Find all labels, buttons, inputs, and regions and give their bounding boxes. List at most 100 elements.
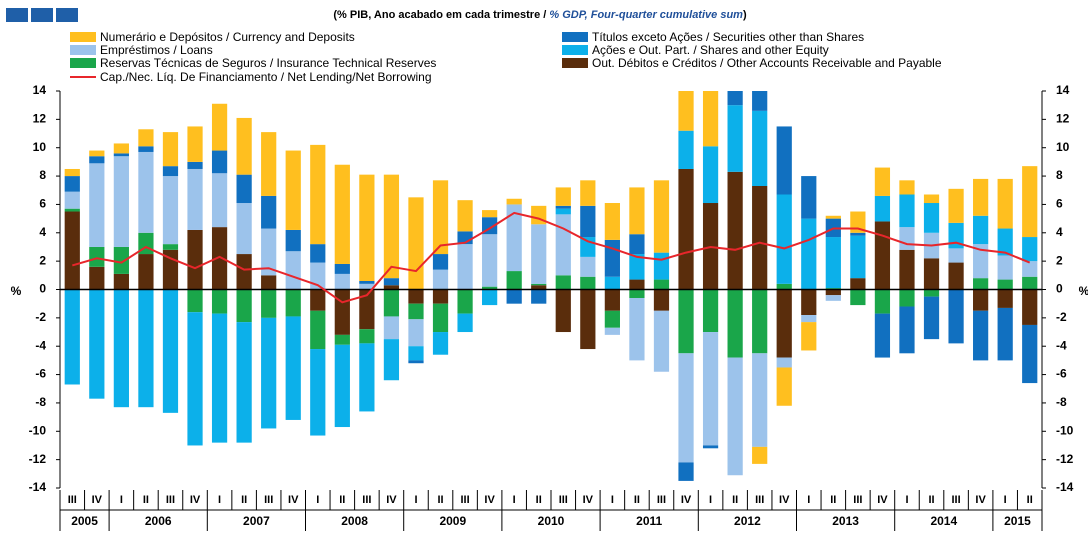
bar-segment xyxy=(580,180,596,206)
bar-segment xyxy=(678,91,694,131)
legend-label: Títulos exceto Ações / Securities other … xyxy=(592,30,864,44)
bar-segment xyxy=(629,279,645,290)
bar-segment xyxy=(211,150,228,174)
year-label: 2010 xyxy=(538,514,565,528)
bar-segment xyxy=(555,275,571,290)
y2-tick-label: -2 xyxy=(1056,310,1067,324)
x-tick-label: IV xyxy=(975,494,986,506)
y-tick-label: 2 xyxy=(39,253,46,267)
legend-swatch xyxy=(562,32,588,42)
year-label: 2011 xyxy=(636,514,662,528)
y-tick-label: -14 xyxy=(29,480,47,494)
bar-segment xyxy=(997,255,1013,280)
bar-segment xyxy=(89,246,105,267)
bar-segment xyxy=(285,150,301,230)
bar-segment xyxy=(850,278,866,290)
bar-segment xyxy=(482,234,498,287)
y2-axis-label: % xyxy=(1079,284,1088,298)
year-label: 2012 xyxy=(734,514,761,528)
bar-segment xyxy=(482,289,498,306)
x-tick-label: IV xyxy=(779,494,790,506)
bar-segment xyxy=(850,232,866,236)
bar-segment xyxy=(64,191,80,209)
bar-segment xyxy=(580,289,596,350)
legend-label: Empréstimos / Loans xyxy=(100,43,213,57)
bar-segment xyxy=(113,143,129,154)
bar-segment xyxy=(138,289,154,408)
x-tick-label: III xyxy=(68,494,77,506)
x-tick-label: II xyxy=(143,494,149,506)
bar-segment xyxy=(432,254,449,270)
x-tick-label: III xyxy=(657,494,666,506)
bar-segment xyxy=(408,319,424,347)
bar-segment xyxy=(64,176,80,192)
bar-segment xyxy=(383,289,400,317)
bar-segment xyxy=(997,228,1013,256)
bar-segment xyxy=(383,278,400,286)
bar-segment xyxy=(580,256,596,277)
bar-segment xyxy=(285,229,301,252)
bar-segment xyxy=(948,248,964,263)
y-tick-label: -12 xyxy=(29,452,47,466)
bar-segment xyxy=(702,289,719,333)
bar-segment xyxy=(653,252,670,280)
bar-segment xyxy=(408,289,424,304)
x-tick-label: I xyxy=(218,494,221,506)
bar-segment xyxy=(948,188,964,223)
bar-segment xyxy=(531,289,547,304)
bar-segment xyxy=(236,203,252,255)
bar-segment xyxy=(531,283,547,286)
legend-swatch xyxy=(70,58,96,68)
x-tick-label: II xyxy=(339,494,345,506)
x-tick-label: II xyxy=(732,494,738,506)
bar-segment xyxy=(752,289,768,354)
bar-segment xyxy=(506,198,522,205)
bar-segment xyxy=(383,174,400,279)
bar-segment xyxy=(604,310,620,328)
y-tick-label: 10 xyxy=(33,140,47,154)
bar-segment xyxy=(359,289,375,330)
x-tick-label: I xyxy=(807,494,810,506)
y2-tick-label: 0 xyxy=(1056,282,1063,296)
bar-segment xyxy=(211,227,228,290)
bar-segment xyxy=(899,306,915,354)
bar-segment xyxy=(113,273,129,290)
y2-tick-label: 10 xyxy=(1056,140,1070,154)
bar-segment xyxy=(752,91,768,111)
bar-segment xyxy=(261,132,277,196)
x-tick-label: III xyxy=(559,494,568,506)
x-tick-label: IV xyxy=(288,494,299,506)
bar-segment xyxy=(702,146,719,204)
bar-segment xyxy=(776,283,792,290)
y2-tick-label: -4 xyxy=(1056,338,1067,352)
bar-segment xyxy=(580,205,596,238)
bar-segment xyxy=(187,161,203,169)
bar-segment xyxy=(727,105,743,172)
bar-segment xyxy=(334,263,350,274)
bar-segment xyxy=(89,163,105,247)
bar-segment xyxy=(801,322,817,351)
bar-segment xyxy=(801,289,817,316)
bar-segment xyxy=(899,227,915,250)
bar-segment xyxy=(285,251,301,290)
bar-segment xyxy=(310,310,326,350)
bar-segment xyxy=(752,446,768,464)
bar-segment xyxy=(1022,276,1038,290)
bar-segment xyxy=(334,289,350,335)
bar-segment xyxy=(752,110,768,186)
bar-segment xyxy=(261,228,277,276)
x-tick-label: IV xyxy=(92,494,103,506)
bar-segment xyxy=(334,334,350,345)
y-tick-label: 0 xyxy=(39,282,46,296)
bar-segment xyxy=(113,289,129,408)
y-tick-label: -2 xyxy=(35,310,46,324)
bar-segment xyxy=(973,178,989,216)
bar-segment xyxy=(162,132,179,167)
y-tick-label: -8 xyxy=(35,395,46,409)
bar-segment xyxy=(629,254,645,280)
bar-segment xyxy=(874,221,891,290)
x-tick-label: I xyxy=(611,494,614,506)
bar-segment xyxy=(825,295,841,301)
bar-segment xyxy=(211,103,228,151)
x-tick-label: III xyxy=(460,494,469,506)
